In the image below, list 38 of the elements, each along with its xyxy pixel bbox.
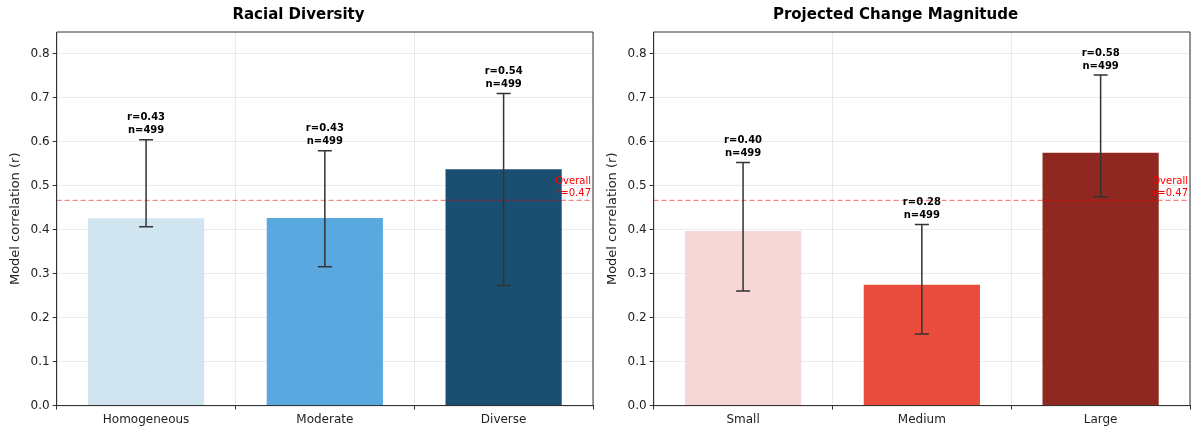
annotation: r=0.28 n=499 bbox=[902, 196, 941, 221]
y-tick-label: 0.4 bbox=[30, 221, 50, 236]
chart-title: Projected Change Magnitude bbox=[772, 4, 1019, 23]
y-tick-label: 0.6 bbox=[30, 134, 50, 149]
y-tick-label: 0.7 bbox=[30, 90, 50, 105]
y-tick-label: 0.1 bbox=[30, 353, 50, 368]
y-tick-label: 0.2 bbox=[627, 309, 647, 324]
y-tick-label: 0.7 bbox=[627, 90, 647, 105]
y-tick-label: 0.0 bbox=[627, 397, 647, 412]
x-tick-label: Medium bbox=[897, 411, 946, 426]
bar bbox=[863, 284, 980, 406]
annotation: r=0.54 n=499 bbox=[484, 65, 523, 90]
x-tick-label: Diverse bbox=[480, 411, 527, 426]
y-tick-label: 0.6 bbox=[627, 134, 647, 149]
x-tick-label: Small bbox=[726, 411, 760, 426]
annotation: r=0.43 n=499 bbox=[127, 111, 166, 136]
y-tick-label: 0.5 bbox=[30, 177, 50, 192]
y-tick-label: 0.3 bbox=[627, 265, 647, 280]
bar bbox=[266, 217, 383, 406]
bar bbox=[684, 231, 802, 406]
y-tick-label: 0.8 bbox=[30, 46, 50, 61]
y-tick-label: 0.4 bbox=[627, 221, 647, 236]
annotation: r=0.58 n=499 bbox=[1081, 46, 1120, 71]
x-tick-label: Large bbox=[1083, 411, 1118, 426]
x-tick-label: Homogeneous bbox=[102, 411, 190, 426]
x-tick-label: Moderate bbox=[296, 411, 354, 426]
y-tick-label: 0.2 bbox=[30, 309, 50, 324]
y-tick-label: 0.5 bbox=[627, 177, 647, 192]
y-axis-title: Model correlation (r) bbox=[604, 152, 620, 286]
y-tick-label: 0.0 bbox=[30, 397, 50, 412]
chart-title: Racial Diversity bbox=[232, 4, 365, 23]
annotation: r=0.40 n=499 bbox=[724, 134, 763, 159]
y-axis-title: Model correlation (r) bbox=[7, 152, 23, 286]
y-tick-label: 0.3 bbox=[30, 265, 50, 280]
annotation: r=0.43 n=499 bbox=[305, 122, 344, 147]
y-tick-label: 0.1 bbox=[627, 353, 647, 368]
bar bbox=[87, 218, 205, 406]
y-tick-label: 0.8 bbox=[627, 46, 647, 61]
